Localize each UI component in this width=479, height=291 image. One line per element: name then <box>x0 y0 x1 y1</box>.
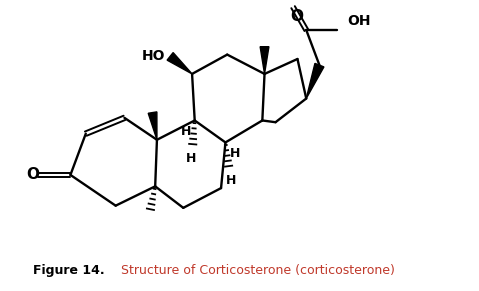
Text: O: O <box>27 167 40 182</box>
Polygon shape <box>148 112 157 140</box>
Text: H: H <box>181 125 191 138</box>
Polygon shape <box>260 47 269 74</box>
Text: HO: HO <box>142 49 166 63</box>
Polygon shape <box>306 63 324 99</box>
Polygon shape <box>167 53 192 74</box>
Text: OH: OH <box>347 14 371 28</box>
Text: H: H <box>230 147 240 160</box>
Text: Structure of Corticosterone (corticosterone): Structure of Corticosterone (corticoster… <box>116 264 394 277</box>
Text: H: H <box>185 152 196 165</box>
Text: Figure 14.: Figure 14. <box>33 264 105 277</box>
Text: O: O <box>290 9 303 24</box>
Text: H: H <box>226 174 236 187</box>
